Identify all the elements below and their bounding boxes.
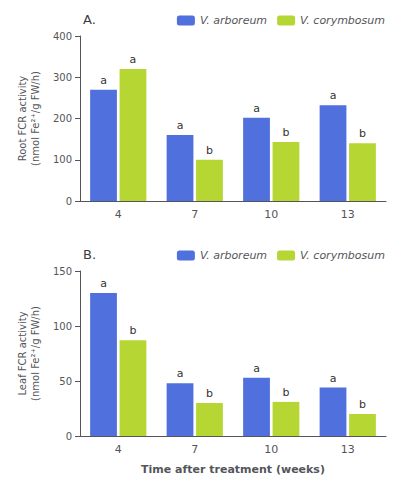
svg-text:a: a: [330, 372, 337, 385]
svg-text:10: 10: [264, 443, 278, 456]
svg-text:a: a: [100, 277, 107, 290]
svg-text:0: 0: [66, 431, 72, 442]
svg-text:7: 7: [191, 208, 198, 221]
svg-text:a: a: [253, 362, 260, 375]
svg-text:b: b: [129, 324, 136, 337]
svg-text:b: b: [359, 127, 366, 140]
svg-text:b: b: [359, 398, 366, 411]
svg-text:7: 7: [191, 443, 198, 456]
svg-text:b: b: [282, 126, 289, 139]
svg-text:b: b: [206, 144, 213, 157]
svg-text:V. corymbosum: V. corymbosum: [300, 249, 385, 262]
svg-text:4: 4: [115, 208, 122, 221]
svg-text:10: 10: [264, 208, 278, 221]
svg-text:V. arboreum: V. arboreum: [200, 249, 267, 262]
svg-text:Leaf FCR activity: Leaf FCR activity: [17, 311, 28, 395]
svg-text:50: 50: [59, 376, 72, 387]
svg-text:100: 100: [53, 154, 72, 165]
svg-text:a: a: [130, 53, 137, 66]
svg-text:0: 0: [66, 196, 72, 207]
svg-text:(nmol Fe²⁺/g FW/h): (nmol Fe²⁺/g FW/h): [30, 71, 41, 166]
svg-text:a: a: [177, 367, 184, 380]
svg-text:150: 150: [53, 266, 72, 277]
svg-text:100: 100: [53, 321, 72, 332]
svg-text:V. corymbosum: V. corymbosum: [300, 14, 385, 27]
svg-text:(nmol Fe²⁺/g FW/h): (nmol Fe²⁺/g FW/h): [30, 306, 41, 401]
svg-text:13: 13: [341, 443, 355, 456]
svg-text:A.: A.: [83, 12, 96, 27]
svg-text:400: 400: [53, 31, 72, 42]
svg-text:B.: B.: [83, 247, 96, 262]
svg-text:a: a: [330, 89, 337, 102]
svg-text:a: a: [100, 74, 107, 87]
svg-text:b: b: [206, 387, 213, 400]
svg-text:300: 300: [53, 72, 72, 83]
svg-text:4: 4: [115, 443, 122, 456]
svg-text:b: b: [282, 386, 289, 399]
svg-text:a: a: [177, 119, 184, 132]
svg-text:13: 13: [341, 208, 355, 221]
svg-text:V. arboreum: V. arboreum: [200, 14, 267, 27]
svg-text:a: a: [253, 102, 260, 115]
svg-text:Time after treatment (weeks): Time after treatment (weeks): [141, 463, 325, 476]
svg-text:200: 200: [53, 113, 72, 124]
svg-text:Root FCR activity: Root FCR activity: [17, 76, 28, 162]
